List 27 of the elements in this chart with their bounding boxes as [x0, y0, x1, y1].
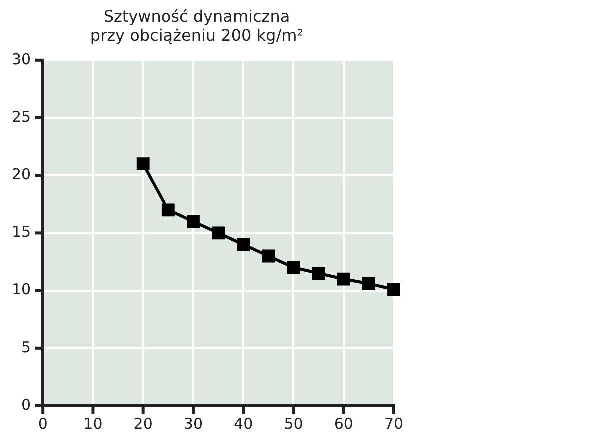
- x-tick-label: 70: [384, 414, 404, 433]
- x-tick-label: 50: [284, 414, 304, 433]
- point: [287, 261, 300, 274]
- y-tick-label: 10: [12, 280, 32, 299]
- point: [136, 158, 150, 171]
- y-tick-label: 5: [22, 338, 32, 356]
- point: [312, 267, 326, 280]
- x-tick-label: 10: [84, 414, 103, 433]
- point: [212, 226, 225, 240]
- x-tick-label: 20: [134, 414, 153, 433]
- y-tick-label: 30: [12, 50, 32, 68]
- point: [337, 272, 350, 286]
- y-tick-label: 0: [22, 396, 32, 414]
- point: [388, 283, 400, 296]
- x-tick-label: 40: [234, 414, 254, 433]
- y-tick-label: 25: [12, 108, 32, 126]
- chart-title: Sztywność dynamiczna przy obciążeniu 200 kg/m²: [90, 6, 304, 45]
- y-tick-label: 20: [12, 165, 32, 184]
- y-tick-label: 15: [12, 223, 32, 242]
- point: [162, 204, 175, 217]
- point: [237, 238, 250, 252]
- x-tick-label: 0: [38, 414, 48, 433]
- x-tick-label: 30: [184, 414, 204, 433]
- x-tick-label: 60: [334, 414, 354, 433]
- point: [362, 277, 376, 290]
- point: [262, 250, 276, 263]
- point: [187, 215, 200, 228]
